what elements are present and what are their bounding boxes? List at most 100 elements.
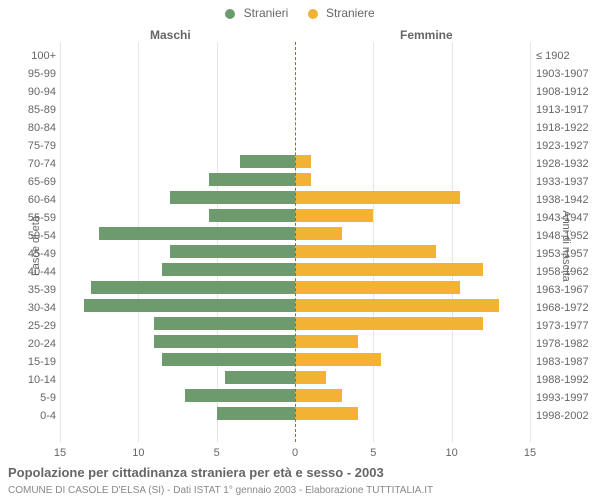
legend-swatch-male — [225, 9, 235, 19]
bar-female — [295, 371, 326, 384]
birth-year-label: 1938-1942 — [536, 191, 598, 209]
legend-swatch-female — [308, 9, 318, 19]
birth-year-label: 1928-1932 — [536, 155, 598, 173]
bar-male — [170, 245, 295, 258]
x-tick-label: 10 — [437, 444, 467, 462]
grid-line — [138, 42, 139, 442]
header-female: Femmine — [400, 28, 453, 42]
bar-female — [295, 173, 311, 186]
age-label: 30-34 — [0, 299, 56, 317]
x-tick-label: 10 — [123, 444, 153, 462]
birth-year-label: 1993-1997 — [536, 389, 598, 407]
bar-male — [162, 353, 295, 366]
birth-year-label: 1988-1992 — [536, 371, 598, 389]
bar-male — [154, 317, 295, 330]
grid-line — [530, 42, 531, 442]
bar-male — [154, 335, 295, 348]
age-label: 60-64 — [0, 191, 56, 209]
x-tick-label: 5 — [202, 444, 232, 462]
age-label: 45-49 — [0, 245, 56, 263]
age-label: 40-44 — [0, 263, 56, 281]
age-label: 100+ — [0, 47, 56, 65]
legend: Stranieri Straniere — [0, 6, 600, 20]
bar-male — [84, 299, 296, 312]
x-tick-label: 15 — [45, 444, 75, 462]
birth-year-label: 1983-1987 — [536, 353, 598, 371]
chart-subtitle: COMUNE DI CASOLE D'ELSA (SI) - Dati ISTA… — [8, 485, 433, 496]
center-axis — [295, 42, 296, 442]
birth-year-label: 1968-1972 — [536, 299, 598, 317]
birth-year-label: 1903-1907 — [536, 65, 598, 83]
age-label: 0-4 — [0, 407, 56, 425]
x-tick-label: 15 — [515, 444, 545, 462]
bar-female — [295, 389, 342, 402]
plot-area — [60, 42, 530, 442]
grid-line — [452, 42, 453, 442]
bar-female — [295, 335, 358, 348]
bar-female — [295, 209, 373, 222]
legend-label-male: Stranieri — [244, 6, 289, 20]
x-tick-label: 0 — [280, 444, 310, 462]
bar-female — [295, 281, 460, 294]
birth-year-label: 1978-1982 — [536, 335, 598, 353]
age-label: 65-69 — [0, 173, 56, 191]
birth-year-label: 1908-1912 — [536, 83, 598, 101]
age-label: 5-9 — [0, 389, 56, 407]
birth-year-label: 1918-1922 — [536, 119, 598, 137]
birth-year-label: 1923-1927 — [536, 137, 598, 155]
birth-year-label: 1913-1917 — [536, 101, 598, 119]
bar-female — [295, 353, 381, 366]
birth-year-label: 1958-1962 — [536, 263, 598, 281]
birth-year-label: 1963-1967 — [536, 281, 598, 299]
bar-female — [295, 245, 436, 258]
bar-female — [295, 317, 483, 330]
bar-female — [295, 155, 311, 168]
bar-male — [162, 263, 295, 276]
age-label: 50-54 — [0, 227, 56, 245]
grid-line — [373, 42, 374, 442]
age-label: 20-24 — [0, 335, 56, 353]
age-label: 10-14 — [0, 371, 56, 389]
grid-line — [217, 42, 218, 442]
birth-year-label: 1998-2002 — [536, 407, 598, 425]
bar-male — [185, 389, 295, 402]
grid-line — [60, 42, 61, 442]
age-label: 25-29 — [0, 317, 56, 335]
birth-year-label: 1943-1947 — [536, 209, 598, 227]
age-label: 90-94 — [0, 83, 56, 101]
bar-female — [295, 299, 499, 312]
age-label: 35-39 — [0, 281, 56, 299]
bar-male — [209, 173, 295, 186]
age-label: 55-59 — [0, 209, 56, 227]
age-label: 80-84 — [0, 119, 56, 137]
x-tick-label: 5 — [358, 444, 388, 462]
plot-half-left — [60, 42, 295, 442]
legend-label-female: Straniere — [326, 6, 375, 20]
plot-half-right — [295, 42, 530, 442]
age-label: 95-99 — [0, 65, 56, 83]
chart-title: Popolazione per cittadinanza straniera p… — [8, 465, 384, 480]
bar-male — [217, 407, 295, 420]
bar-female — [295, 263, 483, 276]
bar-male — [99, 227, 295, 240]
bar-male — [91, 281, 295, 294]
age-label: 70-74 — [0, 155, 56, 173]
bar-male — [240, 155, 295, 168]
bar-male — [170, 191, 295, 204]
birth-year-label: 1973-1977 — [536, 317, 598, 335]
header-male: Maschi — [150, 28, 191, 42]
birth-year-label: 1953-1957 — [536, 245, 598, 263]
birth-year-label: 1933-1937 — [536, 173, 598, 191]
birth-year-label: 1948-1952 — [536, 227, 598, 245]
bar-female — [295, 227, 342, 240]
population-pyramid-chart: Stranieri Straniere Maschi Femmine Fasce… — [0, 0, 600, 500]
legend-item-female: Straniere — [308, 6, 375, 20]
age-label: 85-89 — [0, 101, 56, 119]
bar-male — [209, 209, 295, 222]
bar-female — [295, 191, 460, 204]
bar-female — [295, 407, 358, 420]
legend-item-male: Stranieri — [225, 6, 288, 20]
age-label: 75-79 — [0, 137, 56, 155]
bar-male — [225, 371, 296, 384]
birth-year-label: ≤ 1902 — [536, 47, 598, 65]
